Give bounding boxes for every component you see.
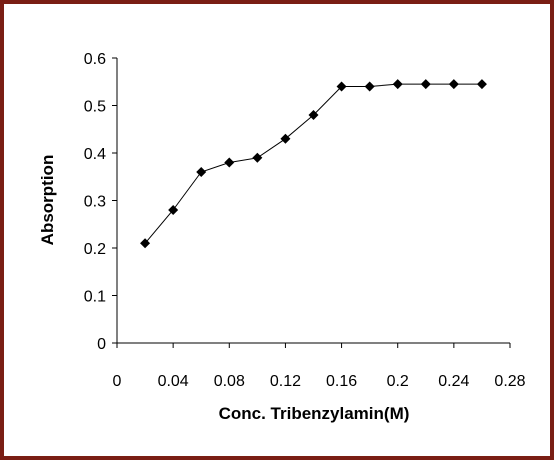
x-tick-label: 0 xyxy=(113,373,122,390)
data-point-marker xyxy=(448,79,459,90)
y-tick-label: 0.1 xyxy=(84,289,106,306)
x-tick-label: 0.28 xyxy=(494,373,525,390)
x-tick-label: 0.04 xyxy=(158,373,189,390)
y-tick-label: 0.4 xyxy=(84,146,106,163)
y-axis-ticks: 0 0.1 0.2 0.3 0.4 0.5 0.6 xyxy=(84,51,117,353)
series-line xyxy=(144,83,482,244)
x-tick-label: 0.12 xyxy=(270,373,301,390)
y-axis-title: Absorption xyxy=(38,155,57,246)
y-tick-label: 0.2 xyxy=(84,241,106,258)
data-point-marker xyxy=(392,79,403,90)
x-tick-label: 0.2 xyxy=(387,373,409,390)
x-tick-label: 0.24 xyxy=(438,373,469,390)
data-point-marker xyxy=(308,110,319,120)
data-point-marker xyxy=(140,238,151,249)
data-point-marker xyxy=(224,157,235,168)
data-point-marker xyxy=(252,152,263,163)
x-tick-label: 0.08 xyxy=(214,373,245,390)
data-point-marker xyxy=(336,81,347,92)
data-point-marker xyxy=(364,81,375,92)
y-tick-label: 0.6 xyxy=(84,51,106,68)
data-point-marker xyxy=(420,79,431,90)
x-tick-label: 0.16 xyxy=(326,373,357,390)
data-point-marker xyxy=(476,79,487,90)
y-tick-label: 0.5 xyxy=(84,99,106,116)
y-tick-label: 0.3 xyxy=(84,194,106,211)
y-tick-label: 0 xyxy=(97,336,106,353)
data-point-marker xyxy=(196,167,207,177)
x-axis-title: Conc. Tribenzylamin(M) xyxy=(219,404,410,423)
data-markers xyxy=(140,79,487,249)
data-point-marker xyxy=(168,205,179,215)
x-axis-ticks: 0 0.04 0.08 0.12 0.16 0.2 0.24 0.28 xyxy=(113,343,526,390)
data-point-marker xyxy=(280,133,291,144)
